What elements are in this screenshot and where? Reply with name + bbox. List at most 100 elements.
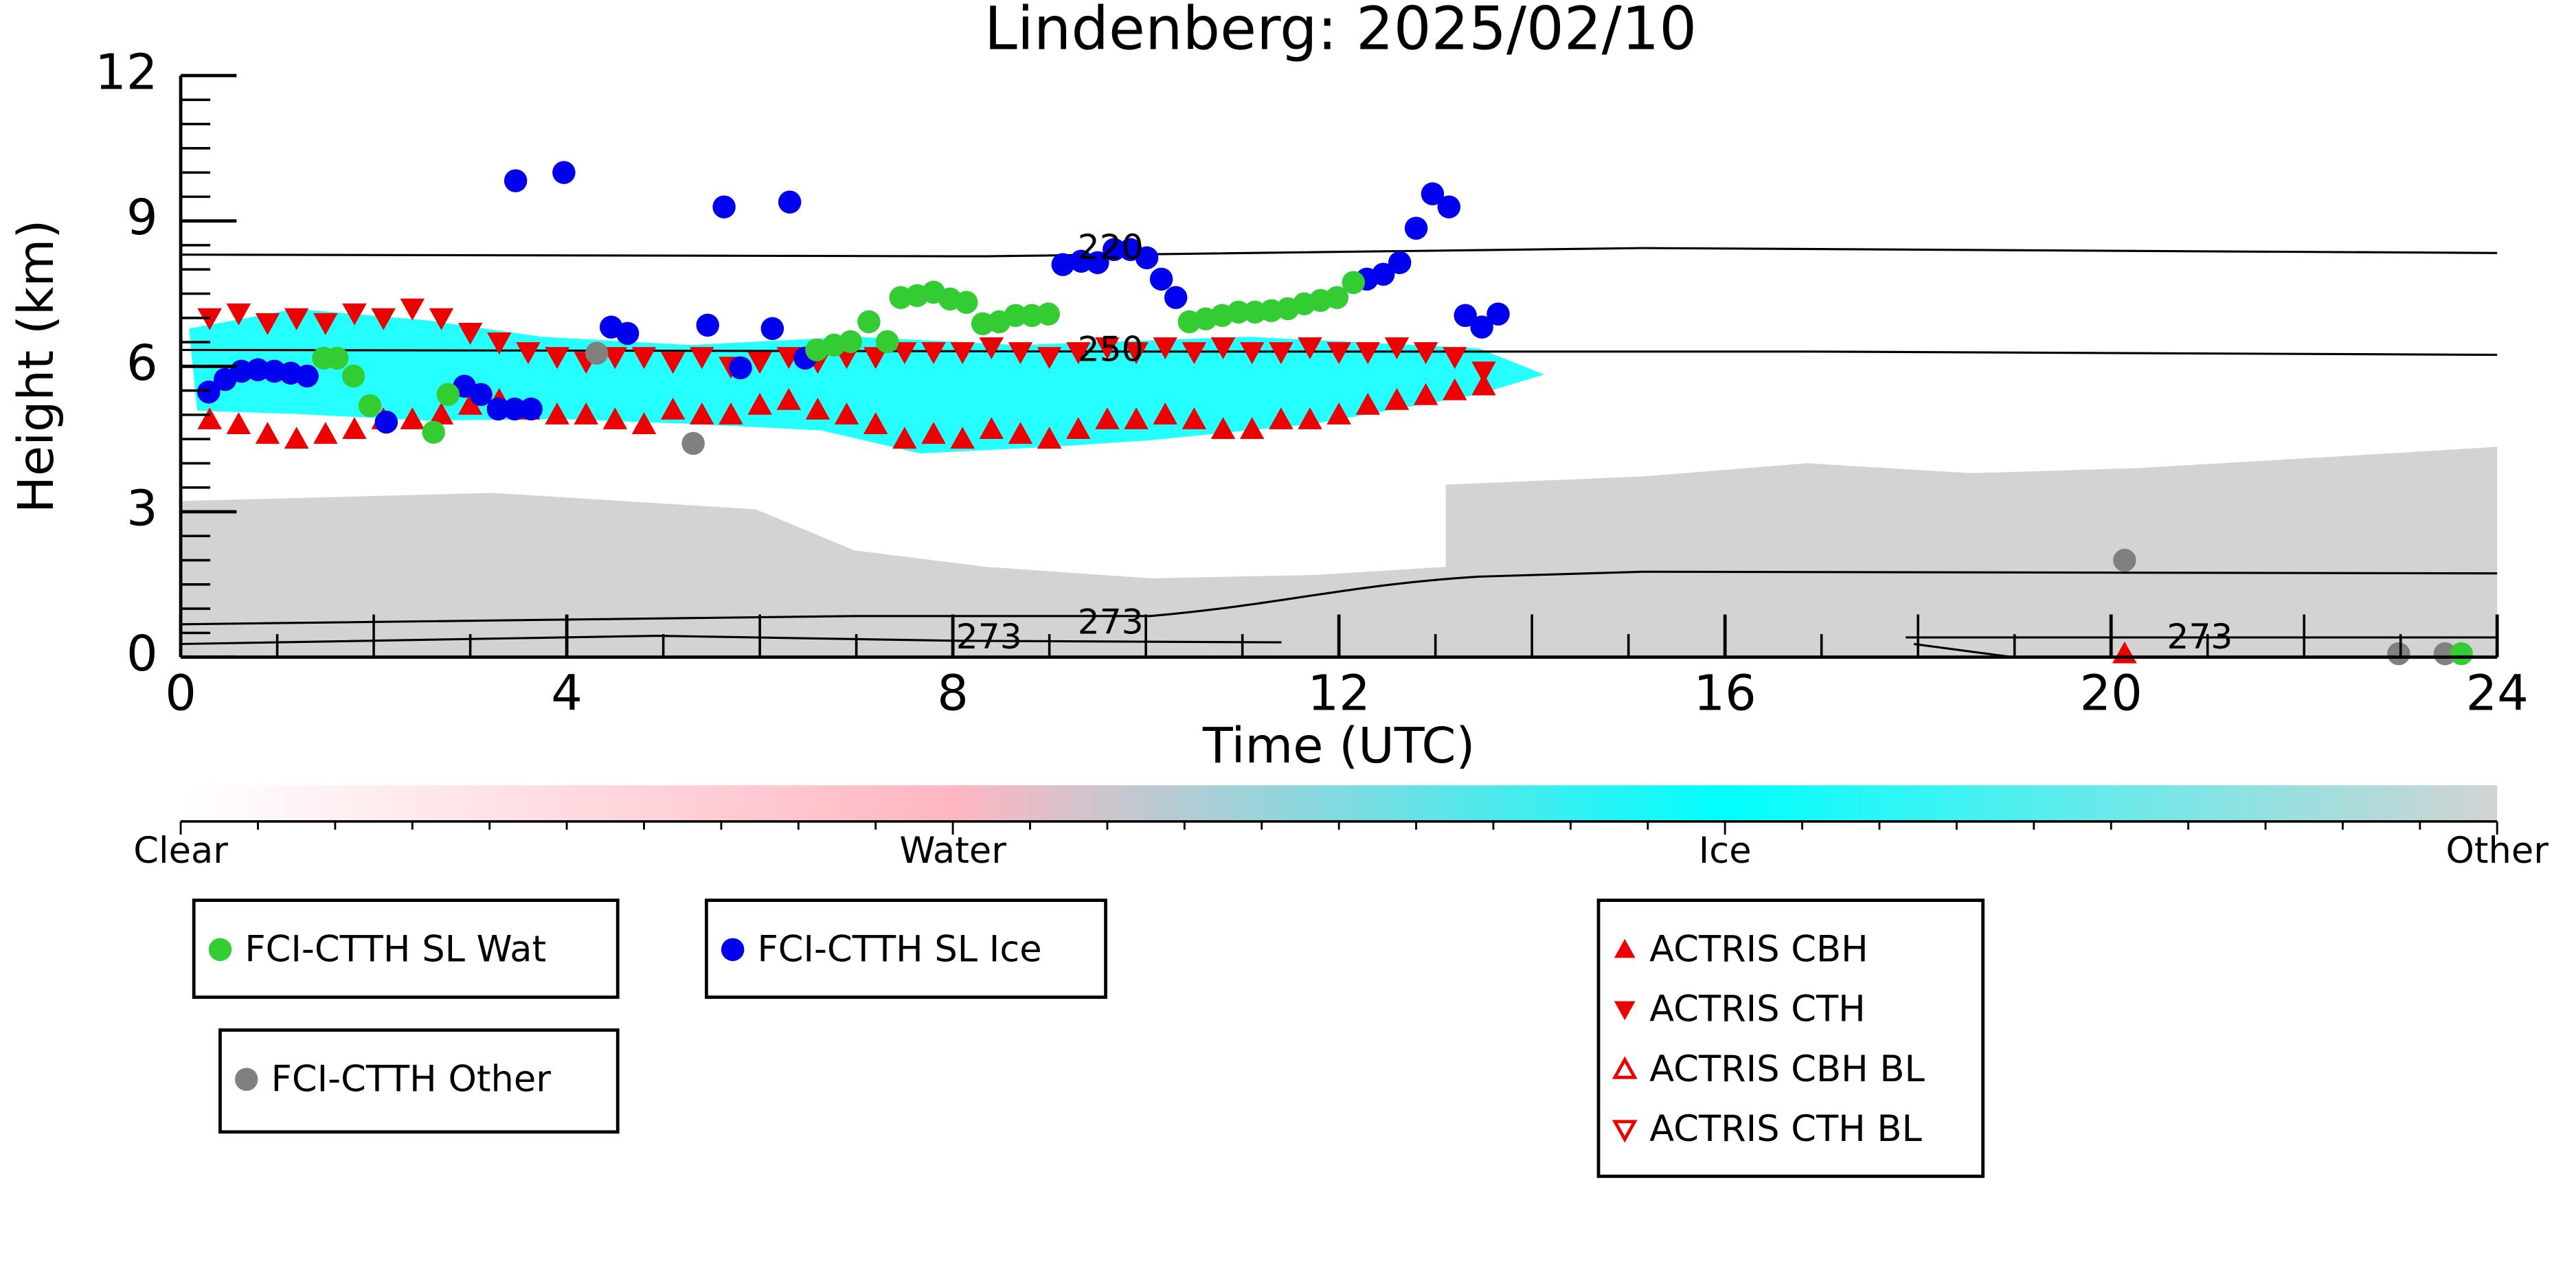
triangle bbox=[690, 402, 714, 425]
triangle bbox=[892, 342, 917, 365]
point bbox=[1325, 286, 1349, 309]
triangle bbox=[631, 347, 657, 370]
triangle bbox=[342, 303, 367, 326]
triangle bbox=[1614, 938, 1636, 958]
colorbar-label: Clear bbox=[133, 830, 228, 872]
point bbox=[778, 190, 802, 214]
point bbox=[1086, 251, 1109, 275]
triangle bbox=[660, 352, 686, 374]
point bbox=[721, 938, 745, 962]
triangle bbox=[1384, 387, 1410, 410]
triangle bbox=[690, 347, 714, 370]
point bbox=[486, 397, 510, 421]
y-tick-label: 3 bbox=[126, 479, 158, 537]
triangle bbox=[1413, 383, 1438, 405]
triangle bbox=[747, 352, 772, 374]
triangle bbox=[1037, 347, 1062, 370]
y-tick-label: 9 bbox=[126, 188, 158, 246]
point bbox=[295, 364, 319, 388]
triangle bbox=[1210, 337, 1236, 360]
point bbox=[1051, 253, 1075, 276]
triangle bbox=[834, 402, 859, 425]
triangle bbox=[1269, 342, 1293, 365]
point bbox=[1004, 304, 1028, 327]
contour-label: 273 bbox=[1078, 601, 1144, 642]
triangle bbox=[863, 347, 888, 370]
triangle bbox=[1355, 342, 1381, 365]
contour-label: 250 bbox=[1078, 328, 1144, 369]
triangle bbox=[1210, 417, 1236, 440]
chart-title: Lindenberg: 2025/02/10 bbox=[984, 0, 1697, 63]
triangle bbox=[1095, 337, 1120, 360]
x-tick-label: 12 bbox=[1307, 664, 1370, 722]
point bbox=[2387, 642, 2410, 666]
point bbox=[374, 410, 398, 434]
legend-label: ACTRIS CBH BL bbox=[1649, 1048, 1925, 1090]
point bbox=[805, 338, 828, 362]
point bbox=[1103, 238, 1126, 262]
triangle bbox=[226, 412, 251, 434]
point bbox=[197, 380, 221, 404]
legend-label: ACTRIS CBH bbox=[1649, 928, 1868, 970]
triangle bbox=[1326, 342, 1351, 365]
contour-line bbox=[181, 634, 1282, 646]
point bbox=[2113, 548, 2136, 572]
triangle bbox=[776, 387, 802, 410]
triangle bbox=[1442, 378, 1467, 400]
point bbox=[422, 420, 445, 444]
point bbox=[2433, 642, 2457, 666]
triangle bbox=[1153, 402, 1177, 425]
point bbox=[712, 195, 736, 218]
triangle bbox=[197, 407, 222, 429]
point bbox=[1487, 302, 1510, 326]
triangle bbox=[1239, 342, 1265, 365]
legend: FCI-CTTH SL Wat FCI-CTTH SL Ice FCI-CTTH O… bbox=[192, 899, 1985, 1178]
point bbox=[234, 1067, 258, 1092]
triangle bbox=[1384, 337, 1410, 360]
triangle bbox=[516, 342, 541, 365]
point bbox=[729, 356, 752, 380]
point bbox=[208, 938, 232, 962]
point bbox=[1149, 267, 1173, 291]
triangle bbox=[892, 427, 917, 449]
triangle bbox=[1355, 392, 1381, 415]
point bbox=[325, 346, 349, 370]
triangle bbox=[255, 422, 280, 444]
triangle bbox=[950, 427, 975, 449]
triangle bbox=[1153, 337, 1177, 360]
triangle bbox=[284, 308, 309, 330]
triangle bbox=[1614, 1001, 1636, 1021]
contour-line bbox=[1913, 642, 2013, 659]
triangle bbox=[602, 347, 628, 370]
triangle bbox=[805, 397, 831, 420]
triangle bbox=[1008, 422, 1033, 444]
triangle bbox=[1239, 417, 1265, 440]
triangle bbox=[1298, 337, 1322, 360]
point bbox=[1470, 315, 1493, 339]
point bbox=[1135, 246, 1159, 270]
point bbox=[760, 317, 784, 341]
y-tick-label: 12 bbox=[95, 43, 157, 101]
triangle bbox=[1182, 407, 1207, 429]
triangle bbox=[1298, 407, 1322, 429]
point bbox=[1437, 195, 1461, 218]
y-tick-label: 0 bbox=[126, 624, 158, 682]
contour-label: 273 bbox=[2167, 616, 2233, 657]
triangle bbox=[255, 313, 280, 335]
point bbox=[552, 161, 576, 184]
triangle bbox=[1612, 1120, 1638, 1143]
point bbox=[615, 321, 640, 346]
triangle bbox=[1066, 417, 1091, 440]
triangle bbox=[1612, 1056, 1638, 1079]
triangle bbox=[429, 308, 454, 330]
triangle bbox=[979, 337, 1004, 360]
legend-box bbox=[1596, 899, 1985, 1178]
triangle bbox=[1124, 342, 1149, 365]
triangle bbox=[1037, 427, 1062, 449]
legend-box bbox=[192, 899, 620, 999]
triangle bbox=[342, 417, 367, 440]
triangle bbox=[660, 397, 686, 420]
colorbar-label: Other bbox=[2446, 830, 2549, 872]
triangle bbox=[1124, 407, 1149, 429]
point bbox=[1404, 216, 1428, 240]
